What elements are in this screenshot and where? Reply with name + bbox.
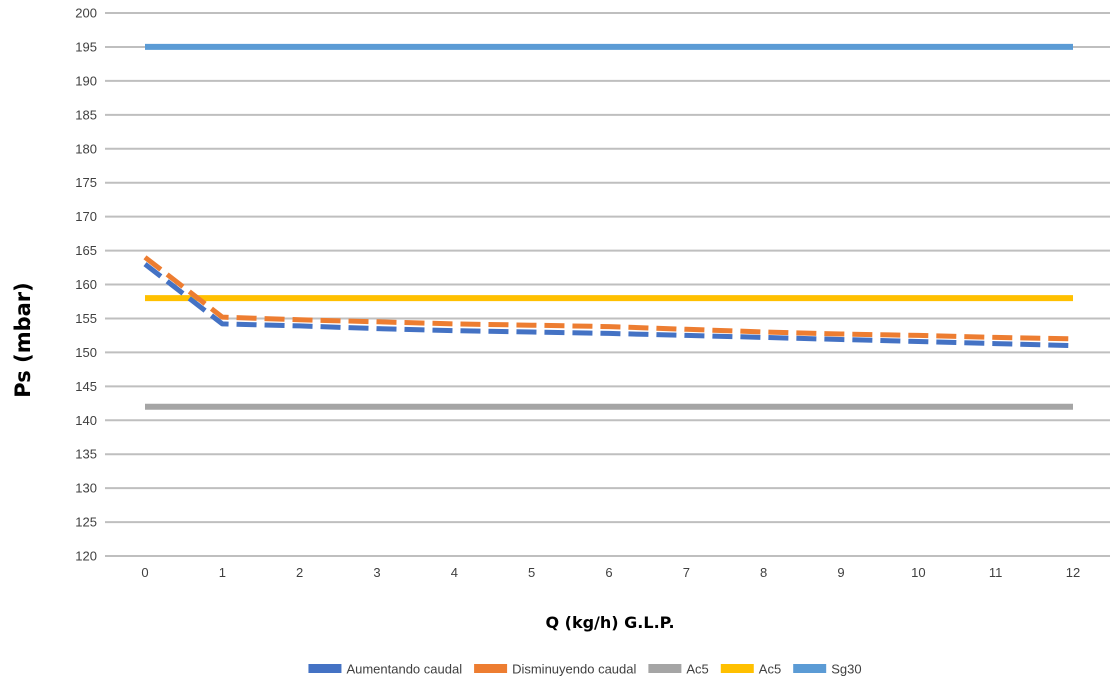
y-tick-label: 145: [75, 379, 97, 394]
y-tick-label: 140: [75, 413, 97, 428]
gridlines: [105, 12, 1110, 557]
y-tick-label: 185: [75, 107, 97, 122]
y-tick-label: 195: [75, 39, 97, 54]
series-line: [143, 255, 1074, 342]
y-tick-label: 125: [75, 515, 97, 530]
y-tick-label: 175: [75, 175, 97, 190]
x-tick-label: 6: [605, 565, 612, 580]
x-tick-label: 2: [296, 565, 303, 580]
x-tick-label: 9: [837, 565, 844, 580]
x-tick-label: 4: [451, 565, 458, 580]
legend-label: Ac5: [759, 662, 781, 677]
series-lines: [143, 43, 1074, 410]
y-tick-label: 160: [75, 277, 97, 292]
x-tick-label: 10: [911, 565, 925, 580]
legend-swatch: [308, 664, 342, 673]
y-tick-label: 120: [75, 549, 97, 564]
y-axis-title: Ps (mbar): [11, 282, 35, 397]
x-tick-label: 8: [760, 565, 767, 580]
legend-label: Aumentando caudal: [346, 662, 462, 677]
y-tick-label: 200: [75, 6, 97, 21]
legend-swatch: [793, 664, 827, 673]
y-tick-label: 130: [75, 481, 97, 496]
y-tick-label: 190: [75, 73, 97, 88]
x-tick-label: 7: [683, 565, 690, 580]
series-line: [143, 262, 1074, 349]
y-tick-label: 150: [75, 345, 97, 360]
x-tick-labels: 0 1 2 3 4 5 6 7 8 9 10 11 12: [141, 565, 1080, 580]
legend-label: Ac5: [686, 662, 708, 677]
x-tick-label: 5: [528, 565, 535, 580]
x-tick-label: 12: [1066, 565, 1080, 580]
y-tick-labels: 120 125 130 135 140 145 150 155 160 165 170 175 180 1…: [75, 6, 97, 564]
x-axis-title: Q (kg/h) G.L.P.: [545, 613, 674, 632]
x-tick-label: 3: [373, 565, 380, 580]
legend-label: Disminuyendo caudal: [512, 662, 636, 677]
legend: Aumentando caudal Disminuyendo caudal Ac5 A…: [308, 662, 862, 677]
x-tick-label: 11: [989, 565, 1003, 580]
legend-label: Sg30: [831, 662, 861, 677]
legend-swatch: [720, 664, 754, 673]
y-tick-label: 180: [75, 141, 97, 156]
y-tick-label: 170: [75, 209, 97, 224]
legend-swatch: [648, 664, 682, 673]
y-tick-label: 155: [75, 311, 97, 326]
legend-swatch: [474, 664, 508, 673]
x-tick-label: 1: [219, 565, 226, 580]
y-tick-label: 165: [75, 243, 97, 258]
x-tick-label: 0: [141, 565, 148, 580]
y-tick-label: 135: [75, 447, 97, 462]
